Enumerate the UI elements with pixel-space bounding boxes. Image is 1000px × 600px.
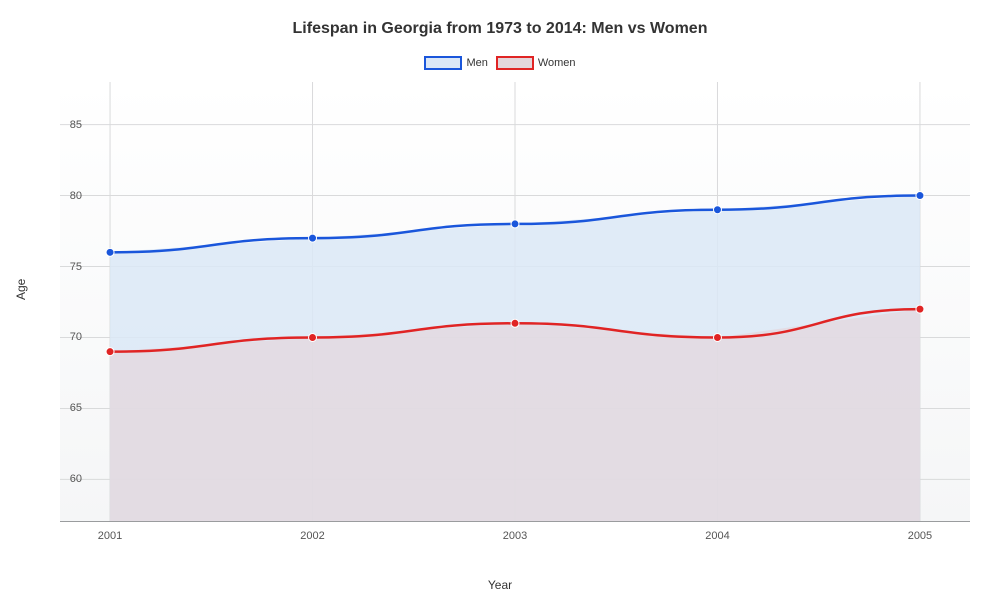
y-axis-label: Age	[14, 279, 28, 300]
x-tick: 2001	[98, 530, 122, 542]
y-tick: 75	[70, 261, 82, 273]
x-tick: 2005	[908, 530, 932, 542]
x-tick: 2003	[503, 530, 527, 542]
x-tick: 2002	[300, 530, 324, 542]
y-tick: 65	[70, 402, 82, 414]
legend-item-women: Women	[496, 56, 576, 70]
legend-swatch-men	[424, 56, 462, 70]
legend-label-men: Men	[466, 57, 487, 69]
y-tick: 80	[70, 190, 82, 202]
y-tick: 60	[70, 473, 82, 485]
plot-area	[60, 82, 970, 522]
legend-swatch-women	[496, 56, 534, 70]
y-tick: 85	[70, 119, 82, 131]
x-axis-label: Year	[0, 578, 1000, 592]
y-tick: 70	[70, 331, 82, 343]
legend-item-men: Men	[424, 56, 487, 70]
legend-label-women: Women	[538, 57, 576, 69]
chart-title: Lifespan in Georgia from 1973 to 2014: M…	[0, 0, 1000, 38]
chart-container: Lifespan in Georgia from 1973 to 2014: M…	[0, 0, 1000, 600]
legend: Men Women	[0, 56, 1000, 70]
x-tick: 2004	[705, 530, 729, 542]
